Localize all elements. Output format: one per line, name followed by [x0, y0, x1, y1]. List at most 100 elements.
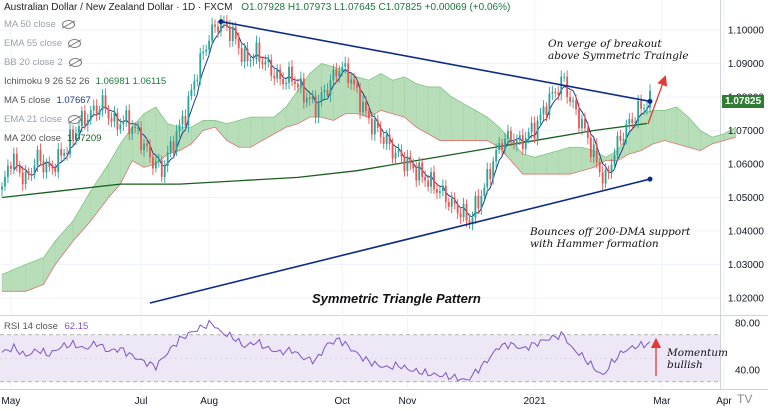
legend-label: EMA 55 close [4, 38, 63, 49]
candle-body [311, 95, 314, 100]
candle-body [54, 167, 57, 172]
candle-body [57, 149, 60, 172]
candle-body [246, 48, 249, 62]
hidden-eye-icon[interactable] [61, 19, 75, 29]
candle-body [92, 105, 95, 111]
time-axis[interactable]: May Jul Aug Oct Nov 2021 Mar Apr [1, 396, 732, 407]
candle-body [288, 66, 290, 83]
hidden-eye-icon[interactable] [68, 114, 82, 124]
candle-body [341, 66, 344, 72]
candle-body [113, 112, 116, 122]
candle-body [598, 162, 601, 173]
legend-value: 1.07667 [56, 95, 91, 106]
legend-row[interactable]: MA 5 close 1.07667 [4, 95, 91, 106]
candle-body [388, 134, 391, 145]
candle-body [403, 156, 406, 171]
candle-body [347, 63, 350, 84]
candle-body [427, 180, 429, 187]
candle-body [501, 143, 503, 150]
current-price-tag: 1.07825 [722, 94, 765, 108]
candle-body [110, 118, 113, 122]
breakout-annotation: On verge of breakout above Symmetric Tra… [548, 38, 689, 62]
trendline-anchor [647, 176, 653, 182]
candle-body [30, 174, 33, 176]
candle-body [592, 144, 595, 158]
candle-body [412, 163, 415, 169]
legend-row[interactable]: MA 50 close [4, 19, 75, 30]
candle-body [462, 203, 465, 218]
candle-body [441, 185, 444, 192]
ma5-path [13, 24, 651, 218]
candle-body [63, 153, 66, 156]
candle-body [98, 110, 101, 115]
candle-body [267, 59, 270, 62]
legend-row[interactable]: Ichimoku 9 26 52 26 1.06981 1.06115 [4, 76, 166, 87]
candle-body [604, 169, 607, 184]
candle-body [418, 162, 421, 181]
rsi-legend[interactable]: RSI 14 close 62.15 [4, 321, 88, 332]
candle-body [589, 137, 592, 158]
candle-body [125, 110, 128, 122]
lower-trendline [149, 178, 651, 304]
cloud-segment [569, 147, 583, 175]
candle-body [394, 152, 397, 159]
candle-body [208, 40, 211, 50]
price-tick-label: 1.06000 [728, 160, 765, 171]
candle-body [359, 87, 361, 113]
candle-body [231, 27, 234, 41]
senkou-span-b [2, 109, 736, 292]
legend-row[interactable]: EMA 55 close [4, 38, 82, 49]
price-tick-label: 1.03000 [728, 260, 765, 271]
candle-body [45, 162, 48, 173]
candle-body [228, 26, 231, 41]
candle-body [459, 213, 462, 218]
candle-body [15, 153, 18, 166]
candle-body [586, 128, 589, 138]
candle-body [172, 141, 175, 152]
momentum-annotation: Momentum bullish [667, 347, 728, 371]
candle-body [252, 59, 255, 61]
hidden-eye-icon[interactable] [68, 38, 82, 48]
candle-body [610, 164, 613, 173]
rsi-line [1, 319, 651, 382]
candle-body [149, 146, 151, 158]
candle-body [285, 82, 287, 85]
legend-row[interactable]: MA 200 close 1.07209 [4, 133, 101, 144]
symbol-title[interactable]: Australian Dollar / New Zealand Dollar ·… [4, 2, 233, 13]
legend-row[interactable]: BB 20 close 2 [4, 57, 82, 68]
candle-body [465, 203, 468, 221]
candle-body [33, 165, 36, 175]
candle-body [646, 107, 648, 109]
time-tick-label: Jul [135, 396, 148, 407]
legend-label: MA 5 close [4, 95, 51, 106]
candle-body [373, 119, 376, 135]
price-tick-label: 1.09000 [728, 59, 765, 70]
candlestick-series [1, 15, 651, 231]
candle-body [217, 26, 219, 32]
candle-body [326, 89, 329, 96]
cloud-segment [415, 83, 429, 135]
cloud-segment [392, 76, 405, 118]
candle-body [169, 141, 172, 153]
candle-body [264, 61, 267, 65]
candle-body [518, 135, 521, 141]
candle-body [595, 144, 598, 163]
legend-value: 1.06981 1.06115 [95, 76, 167, 87]
candle-body [302, 78, 305, 103]
legend-label: EMA 21 close [4, 114, 63, 125]
candle-body [154, 160, 157, 169]
legend-row[interactable]: EMA 21 close [4, 114, 82, 125]
rsi-axis[interactable]: 40.00 80.00 [735, 319, 760, 377]
candle-body [382, 136, 385, 144]
candle-body [187, 96, 190, 126]
tradingview-logo[interactable]: TV [737, 392, 753, 406]
candle-body [424, 176, 427, 181]
candle-body [631, 119, 634, 123]
candle-body [1, 186, 3, 190]
ma200-path [1, 122, 648, 199]
candle-body [258, 42, 261, 62]
price-axis[interactable]: 1.02000 1.03000 1.04000 1.05000 1.06000 1.070… [728, 26, 765, 305]
hidden-eye-icon[interactable] [68, 57, 82, 67]
legend-label: BB 20 close 2 [4, 57, 63, 68]
candle-body [415, 168, 418, 181]
